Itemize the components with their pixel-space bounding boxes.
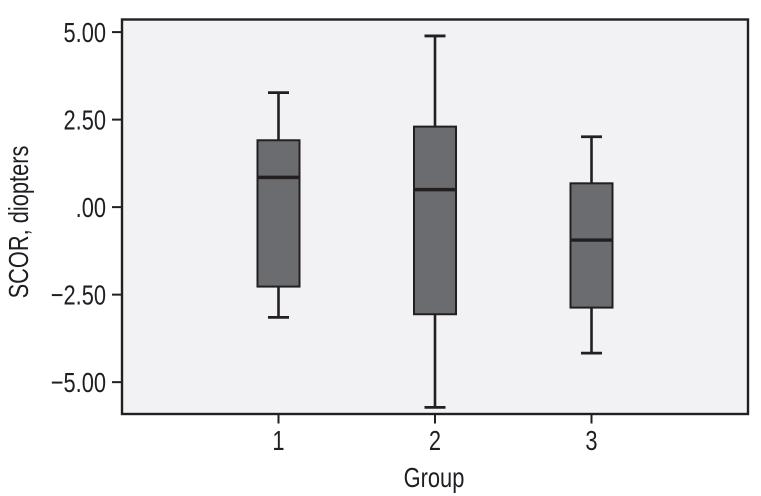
x-axis-title: Group: [404, 462, 465, 493]
y-tick-label: 2.50: [64, 105, 106, 136]
y-tick-label: −5.00: [51, 368, 106, 399]
y-axis-title: SCOR, diopters: [3, 146, 34, 299]
box: [413, 125, 457, 316]
x-tick-label: 2: [429, 425, 441, 456]
y-tick-label: .00: [76, 193, 106, 224]
y-tick-label: −2.50: [51, 280, 106, 311]
box: [569, 182, 614, 309]
box: [256, 139, 301, 288]
x-tick-label: 3: [585, 425, 597, 456]
x-tick-label: 1: [272, 425, 284, 456]
y-tick-label: 5.00: [64, 18, 106, 49]
